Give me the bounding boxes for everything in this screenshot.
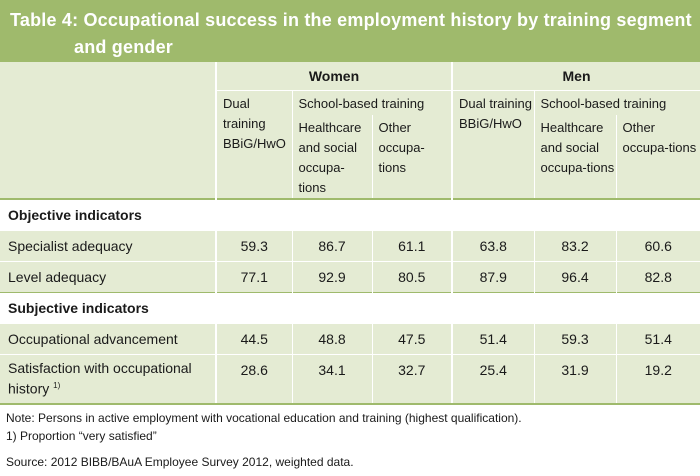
cell: 96.4 <box>533 260 616 292</box>
header-women-dual: Dual training BBiG/HwO <box>215 90 292 199</box>
cell: 82.8 <box>615 260 700 292</box>
cell: 77.1 <box>215 260 292 292</box>
cell: 92.9 <box>291 260 372 292</box>
note-text: Note: Persons in active employment with … <box>6 411 522 425</box>
header-women-healthcare: Healthcare and social occupa-tions <box>291 114 372 199</box>
cell: 61.1 <box>371 229 452 261</box>
table-title: Table 4: Occupational success in the emp… <box>0 0 700 62</box>
header-men-school: School-based training <box>533 90 700 115</box>
title-line-2: and gender <box>74 37 174 57</box>
data-table: Women Men Dual training BBiG/HwO School-… <box>0 62 700 403</box>
table-row: Occupational advancement 44.5 48.8 47.5 … <box>0 322 700 354</box>
header-women-school: School-based training <box>291 90 452 115</box>
row-label: Specialist adequacy <box>0 229 216 261</box>
table-row: Level adequacy 77.1 92.9 80.5 87.9 96.4 … <box>0 260 700 292</box>
cell: 47.5 <box>371 322 452 354</box>
header-corner <box>0 62 216 199</box>
header-men-other: Other occupa-tions <box>615 114 700 199</box>
cell: 48.8 <box>291 322 372 354</box>
cell: 60.6 <box>615 229 700 261</box>
header-women-other: Other occupa-tions <box>371 114 452 199</box>
row-label: Occupational advancement <box>0 322 216 354</box>
row-label-text: Satisfaction with occupational history <box>8 359 192 397</box>
title-line-1: Table 4: Occupational success in the emp… <box>10 10 692 30</box>
header-men: Men <box>450 62 700 91</box>
row-label: Satisfaction with occupational history 1… <box>0 353 216 403</box>
cell: 32.7 <box>371 353 452 403</box>
bottom-rule <box>0 403 700 405</box>
cell: 51.4 <box>615 322 700 354</box>
cell: 28.6 <box>215 353 292 403</box>
footnote-mark: 1) <box>53 380 61 390</box>
cell: 87.9 <box>451 260 534 292</box>
cell: 83.2 <box>533 229 616 261</box>
row-label: Level adequacy <box>0 260 216 292</box>
cell: 80.5 <box>371 260 452 292</box>
cell: 19.2 <box>615 353 700 403</box>
table-row: Specialist adequacy 59.3 86.7 61.1 63.8 … <box>0 229 700 261</box>
cell: 51.4 <box>451 322 534 354</box>
cell: 86.7 <box>291 229 372 261</box>
section-objective: Objective indicators <box>0 197 700 230</box>
header-women: Women <box>215 62 452 91</box>
cell: 59.3 <box>215 229 292 261</box>
header-men-healthcare: Healthcare and social occupa-tions <box>533 114 616 199</box>
cell: 31.9 <box>533 353 616 403</box>
section-subjective: Subjective indicators <box>0 291 700 323</box>
cell: 34.1 <box>291 353 372 403</box>
source-text: Source: 2012 BIBB/BAuA Employee Survey 2… <box>6 455 354 469</box>
table-row: Satisfaction with occupational history 1… <box>0 353 700 403</box>
cell: 25.4 <box>451 353 534 403</box>
cell: 63.8 <box>451 229 534 261</box>
cell: 44.5 <box>215 322 292 354</box>
footnote-text: 1) Proportion “very satisfied” <box>6 429 157 443</box>
cell: 59.3 <box>533 322 616 354</box>
header-men-dual: Dual training BBiG/HwO <box>451 90 534 199</box>
